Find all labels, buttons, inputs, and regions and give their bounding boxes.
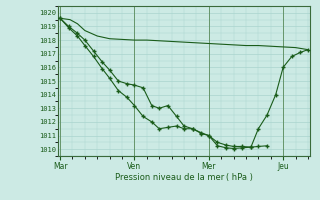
X-axis label: Pression niveau de la mer ( hPa ): Pression niveau de la mer ( hPa ) (115, 173, 253, 182)
